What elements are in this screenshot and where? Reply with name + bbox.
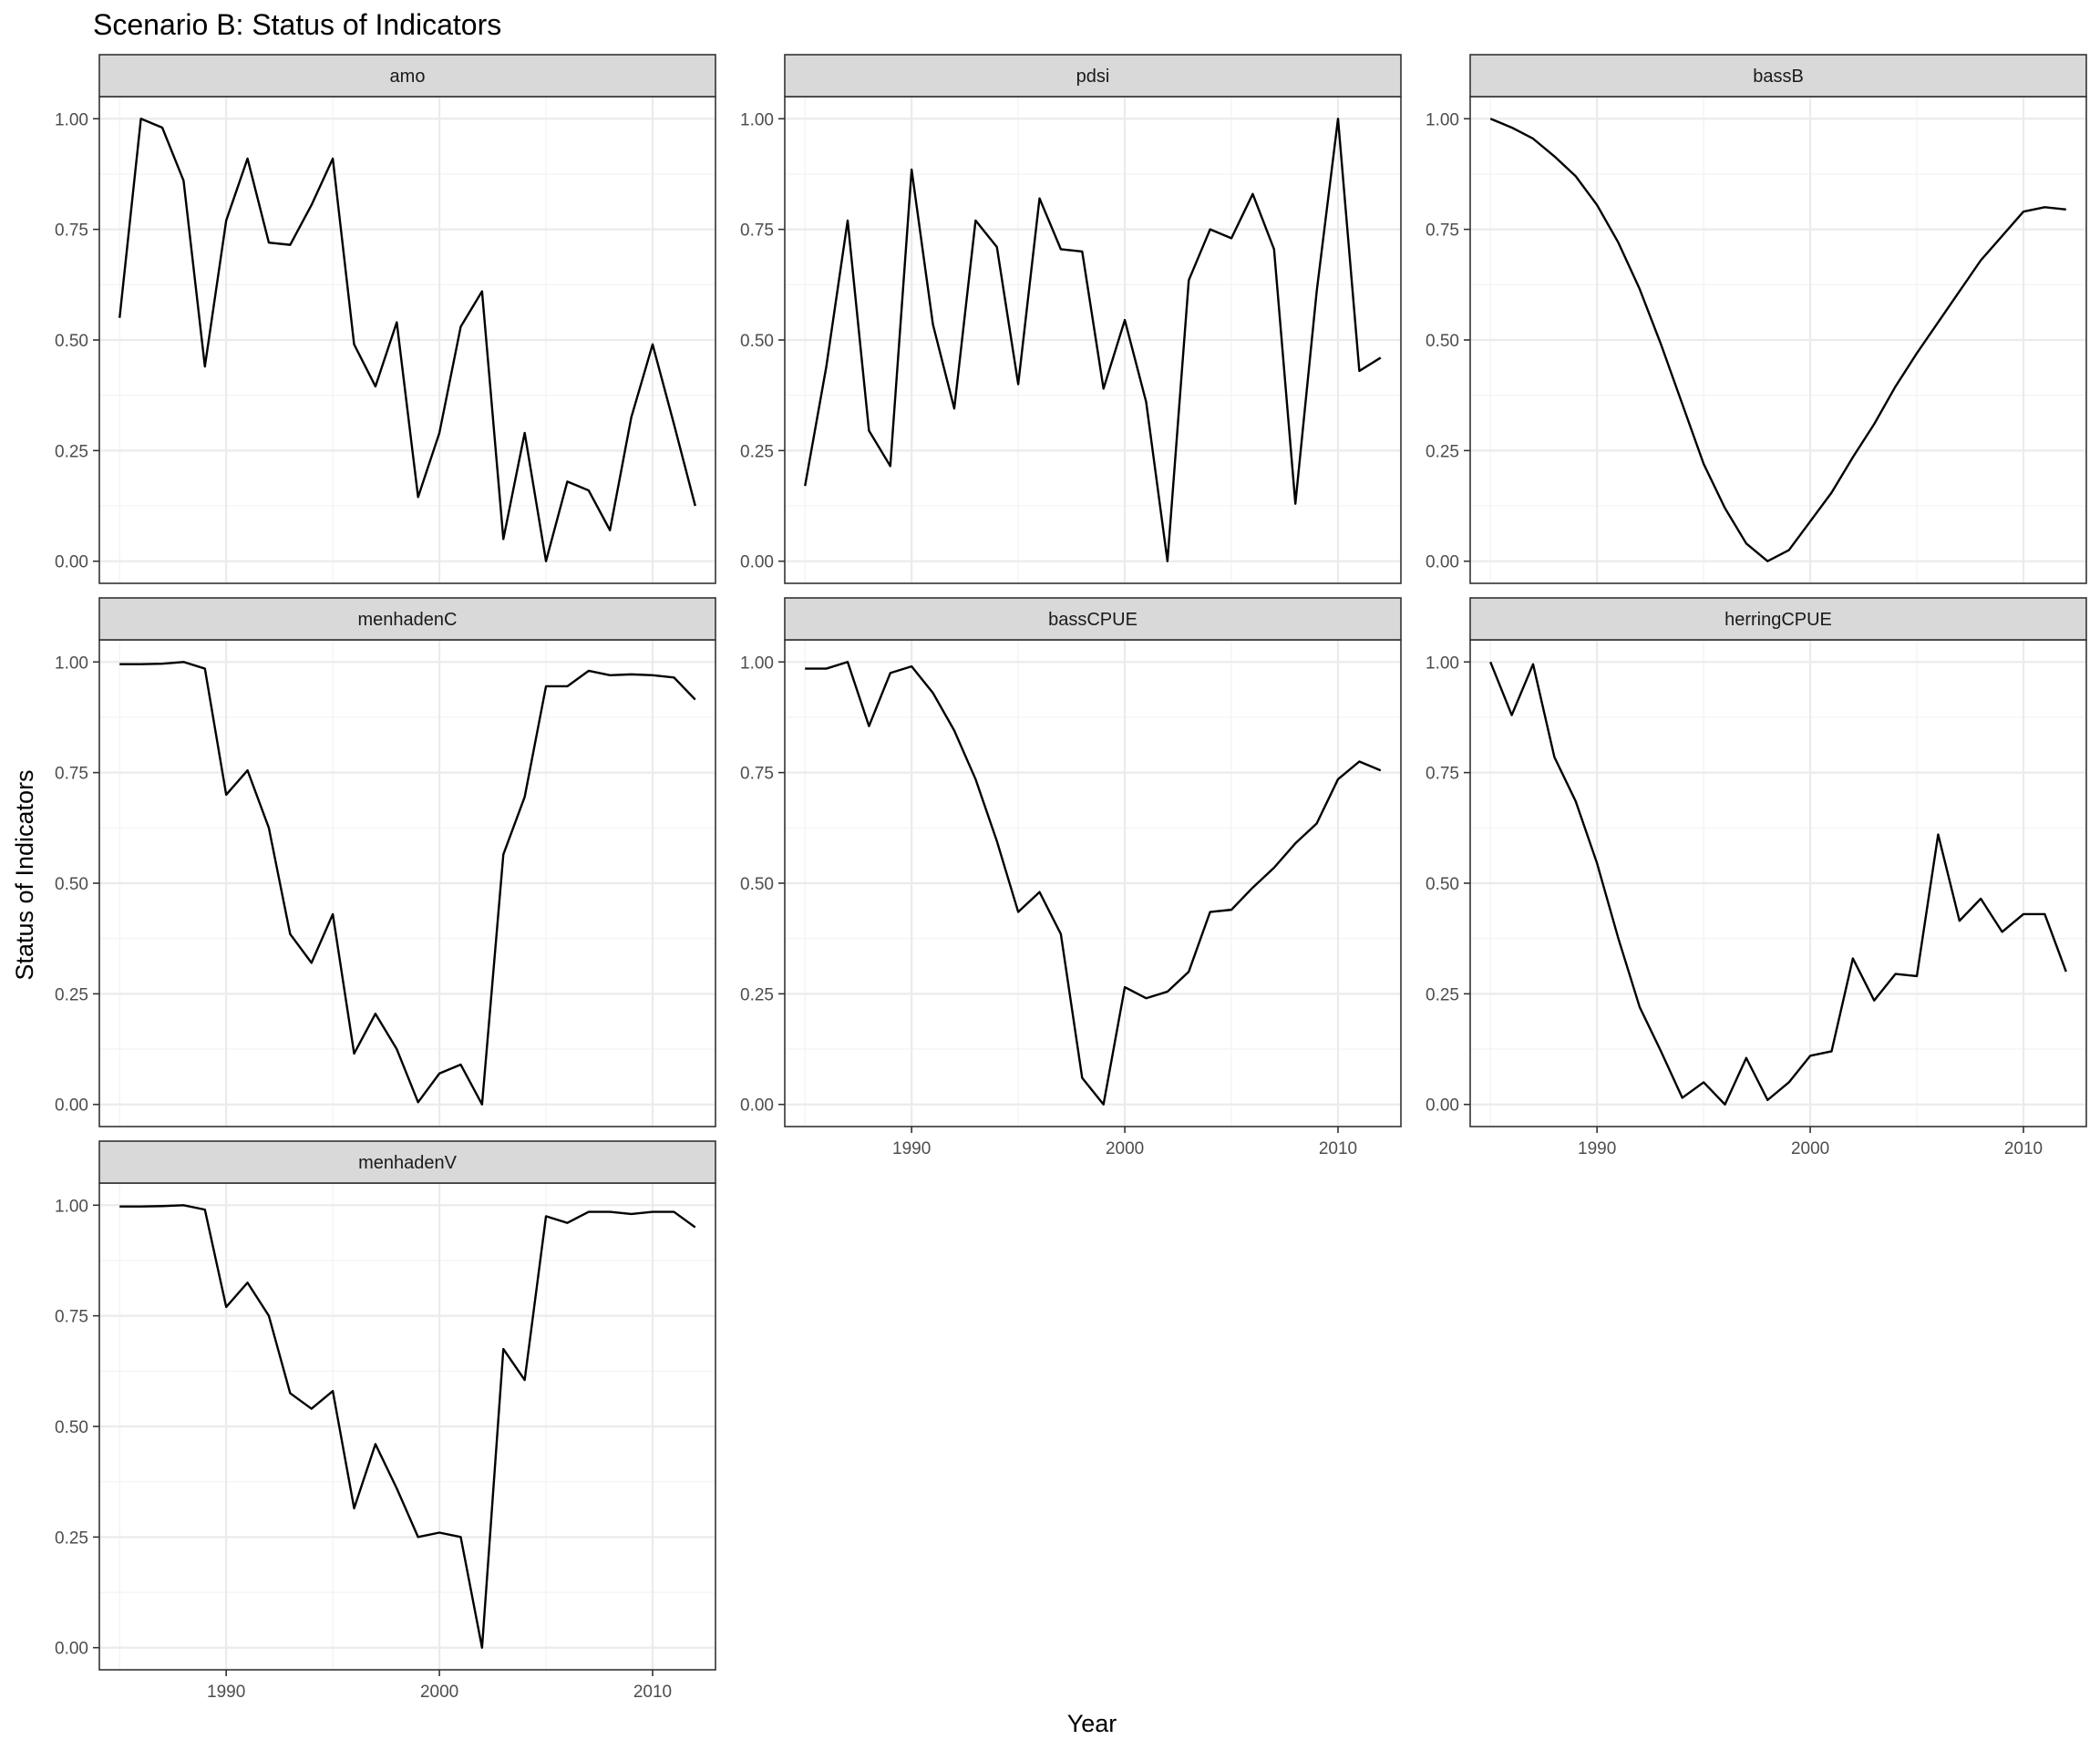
- y-tick-label: 0.75: [1426, 765, 1459, 784]
- y-tick-label: 1.00: [55, 1197, 88, 1216]
- y-tick-label: 1.00: [740, 110, 774, 129]
- x-axis-title: Year: [1067, 1710, 1117, 1737]
- panel-bassB: bassB 0.00 0.25 0.50 0.75 1.00: [1426, 54, 2087, 584]
- chart-title: Scenario B: Status of Indicators: [93, 8, 501, 41]
- strip-label-menhadenC: menhadenC: [358, 610, 458, 630]
- strip-background: [1469, 597, 2087, 641]
- panel-pdsi: pdsi 0.00 0.25 0.50 0.75 1.00: [740, 54, 1402, 584]
- y-tick-label: 1.00: [1426, 654, 1459, 673]
- x-tick-label: 2010: [633, 1683, 672, 1702]
- y-tick-label: 1.00: [740, 654, 774, 673]
- y-tick-label: 0.00: [55, 1640, 88, 1659]
- y-tick-label: 0.50: [55, 1418, 88, 1437]
- y-tick-label: 0.25: [1426, 985, 1459, 1004]
- y-tick-label: 1.00: [1426, 110, 1459, 129]
- y-tick-label: 0.25: [1426, 442, 1459, 461]
- strip-background: [98, 1140, 716, 1184]
- strip-label-bassB: bassB: [1753, 67, 1804, 87]
- y-tick-label: 0.50: [1426, 332, 1459, 351]
- series-line-menhadenV: [119, 1204, 696, 1649]
- strip-label-amo: amo: [390, 67, 426, 87]
- y-tick-label: 0.50: [740, 875, 774, 894]
- y-tick-label: 0.75: [740, 765, 774, 784]
- y-tick-label: 0.00: [1426, 1096, 1459, 1116]
- x-tick-label: 2010: [2004, 1139, 2043, 1158]
- panel-menhadenV: menhadenV 0.00 0.25 0.50 0.75 1.00 1990 2000 201…: [55, 1140, 716, 1702]
- y-tick-label: 0.50: [55, 332, 88, 351]
- y-tick-label: 0.25: [55, 1529, 88, 1548]
- x-tick-label: 2000: [1106, 1139, 1144, 1158]
- series-line-herringCPUE: [1489, 661, 2067, 1106]
- strip-label-bassCPUE: bassCPUE: [1048, 610, 1138, 630]
- y-tick-label: 0.00: [740, 1096, 774, 1116]
- y-axis-title: Status of Indicators: [11, 769, 38, 980]
- panel-bassCPUE: bassCPUE 0.00 0.25 0.50 0.75 1.00 1990 2000 2010: [740, 597, 1402, 1158]
- y-tick-label: 0.50: [55, 875, 88, 894]
- y-tick-label: 0.25: [55, 442, 88, 461]
- y-tick-label: 0.75: [55, 1308, 88, 1327]
- y-tick-label: 0.75: [740, 221, 774, 241]
- y-tick-label: 0.25: [740, 985, 774, 1004]
- y-tick-label: 0.00: [1426, 553, 1459, 572]
- panels-group: amo 0.00 0.25 0.50 0.75 1.00 pdsi 0.00 0.25 0.50 0…: [55, 54, 2087, 1702]
- strip-background: [784, 597, 1402, 641]
- series-line-amo: [118, 118, 696, 562]
- strip-label-pdsi: pdsi: [1076, 67, 1110, 87]
- y-tick-label: 0.50: [1426, 875, 1459, 894]
- x-tick-label: 1990: [892, 1139, 931, 1158]
- series-line-menhadenC: [119, 661, 696, 1106]
- series-line-pdsi: [804, 118, 1382, 562]
- x-tick-label: 1990: [207, 1683, 245, 1702]
- panel-herringCPUE: herringCPUE 0.00 0.25 0.50 0.75 1.00 1990 2000 2…: [1426, 597, 2087, 1158]
- y-tick-label: 0.25: [55, 985, 88, 1004]
- x-tick-label: 2000: [420, 1683, 458, 1702]
- y-tick-label: 0.50: [740, 332, 774, 351]
- series-line-bassB: [1489, 118, 2066, 562]
- strip-background: [98, 54, 716, 98]
- series-line-bassCPUE: [805, 661, 1382, 1106]
- y-tick-label: 1.00: [55, 110, 88, 129]
- y-tick-label: 1.00: [55, 654, 88, 673]
- strip-label-herringCPUE: herringCPUE: [1724, 610, 1832, 630]
- y-tick-label: 0.75: [1426, 221, 1459, 241]
- y-tick-label: 0.00: [55, 1096, 88, 1116]
- x-tick-label: 2010: [1319, 1139, 1357, 1158]
- y-tick-label: 0.75: [55, 221, 88, 241]
- y-tick-label: 0.75: [55, 765, 88, 784]
- panel-amo: amo 0.00 0.25 0.50 0.75 1.00: [55, 54, 716, 584]
- x-tick-label: 1990: [1578, 1139, 1616, 1158]
- y-tick-label: 0.00: [740, 553, 774, 572]
- strip-label-menhadenV: menhadenV: [358, 1153, 458, 1173]
- strip-background: [98, 597, 716, 641]
- y-tick-label: 0.00: [55, 553, 88, 572]
- x-tick-label: 2000: [1791, 1139, 1829, 1158]
- y-tick-label: 0.25: [740, 442, 774, 461]
- panel-menhadenC: menhadenC 0.00 0.25 0.50 0.75 1.00: [55, 597, 716, 1127]
- strip-background: [784, 54, 1402, 98]
- strip-background: [1469, 54, 2087, 98]
